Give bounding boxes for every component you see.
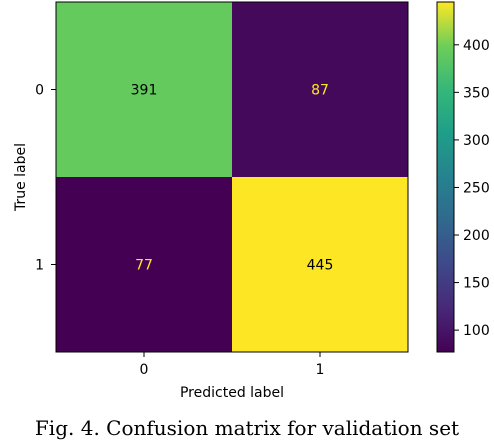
heatmap-cell <box>232 177 408 352</box>
colorbar-tick-label: 400 <box>463 38 490 54</box>
x-tick-label: 0 <box>140 362 149 378</box>
colorbar-tick-label: 300 <box>463 133 490 149</box>
colorbar-tick-label: 150 <box>463 276 490 292</box>
y-tick-label: 0 <box>35 83 44 99</box>
colorbar <box>436 1 455 353</box>
x-axis-label: Predicted label <box>180 385 284 401</box>
x-tick-label: 1 <box>316 362 325 378</box>
heatmap-cells: 391 87 77 445 <box>56 2 408 352</box>
heatmap-cell <box>56 2 232 177</box>
colorbar-ticks: 100 150 200 250 300 350 400 <box>454 38 490 339</box>
cell-value-label: 391 <box>131 83 158 99</box>
colorbar-tick-label: 350 <box>463 85 490 101</box>
y-axis-label: True label <box>13 143 29 212</box>
y-tick-label: 1 <box>35 258 44 274</box>
figure-caption: Fig. 4. Confusion matrix for validation … <box>34 416 460 440</box>
colorbar-tick-label: 100 <box>463 323 490 339</box>
y-axis-ticks: 01 <box>35 83 56 274</box>
plot-frame <box>55 1 409 353</box>
colorbar-tick-label: 250 <box>463 180 490 196</box>
heatmap-cell <box>232 2 408 177</box>
colorbar-tick-label: 200 <box>463 228 490 244</box>
cell-value-label: 87 <box>311 83 329 99</box>
cell-value-label: 445 <box>307 258 334 274</box>
heatmap-cell <box>56 177 232 352</box>
cell-value-label: 77 <box>135 258 153 274</box>
